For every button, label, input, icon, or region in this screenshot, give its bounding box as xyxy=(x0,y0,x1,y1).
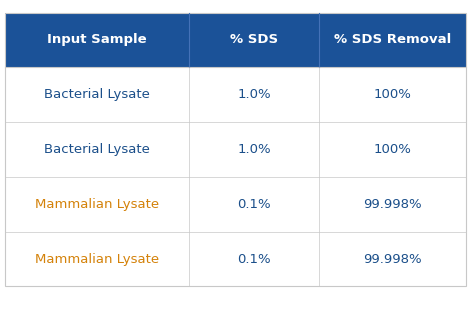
Bar xyxy=(5,67,466,122)
Text: Mammalian Lysate: Mammalian Lysate xyxy=(35,253,159,265)
Text: 1.0%: 1.0% xyxy=(237,143,271,156)
Text: 0.1%: 0.1% xyxy=(237,253,271,265)
Text: 0.1%: 0.1% xyxy=(237,198,271,211)
Bar xyxy=(5,13,466,286)
Text: % SDS: % SDS xyxy=(230,33,278,46)
Text: 1.0%: 1.0% xyxy=(237,88,271,101)
Text: Input Sample: Input Sample xyxy=(47,33,147,46)
Text: 99.998%: 99.998% xyxy=(363,198,422,211)
Bar xyxy=(5,232,466,286)
Text: Bacterial Lysate: Bacterial Lysate xyxy=(44,143,150,156)
Text: 100%: 100% xyxy=(374,88,411,101)
Text: Mammalian Lysate: Mammalian Lysate xyxy=(35,198,159,211)
Bar xyxy=(318,13,466,67)
Bar xyxy=(5,122,466,177)
Text: 99.998%: 99.998% xyxy=(363,253,422,265)
Bar xyxy=(189,13,318,67)
Text: 100%: 100% xyxy=(374,143,411,156)
Bar xyxy=(5,13,189,67)
Text: % SDS Removal: % SDS Removal xyxy=(334,33,451,46)
Text: Bacterial Lysate: Bacterial Lysate xyxy=(44,88,150,101)
Bar xyxy=(5,177,466,232)
